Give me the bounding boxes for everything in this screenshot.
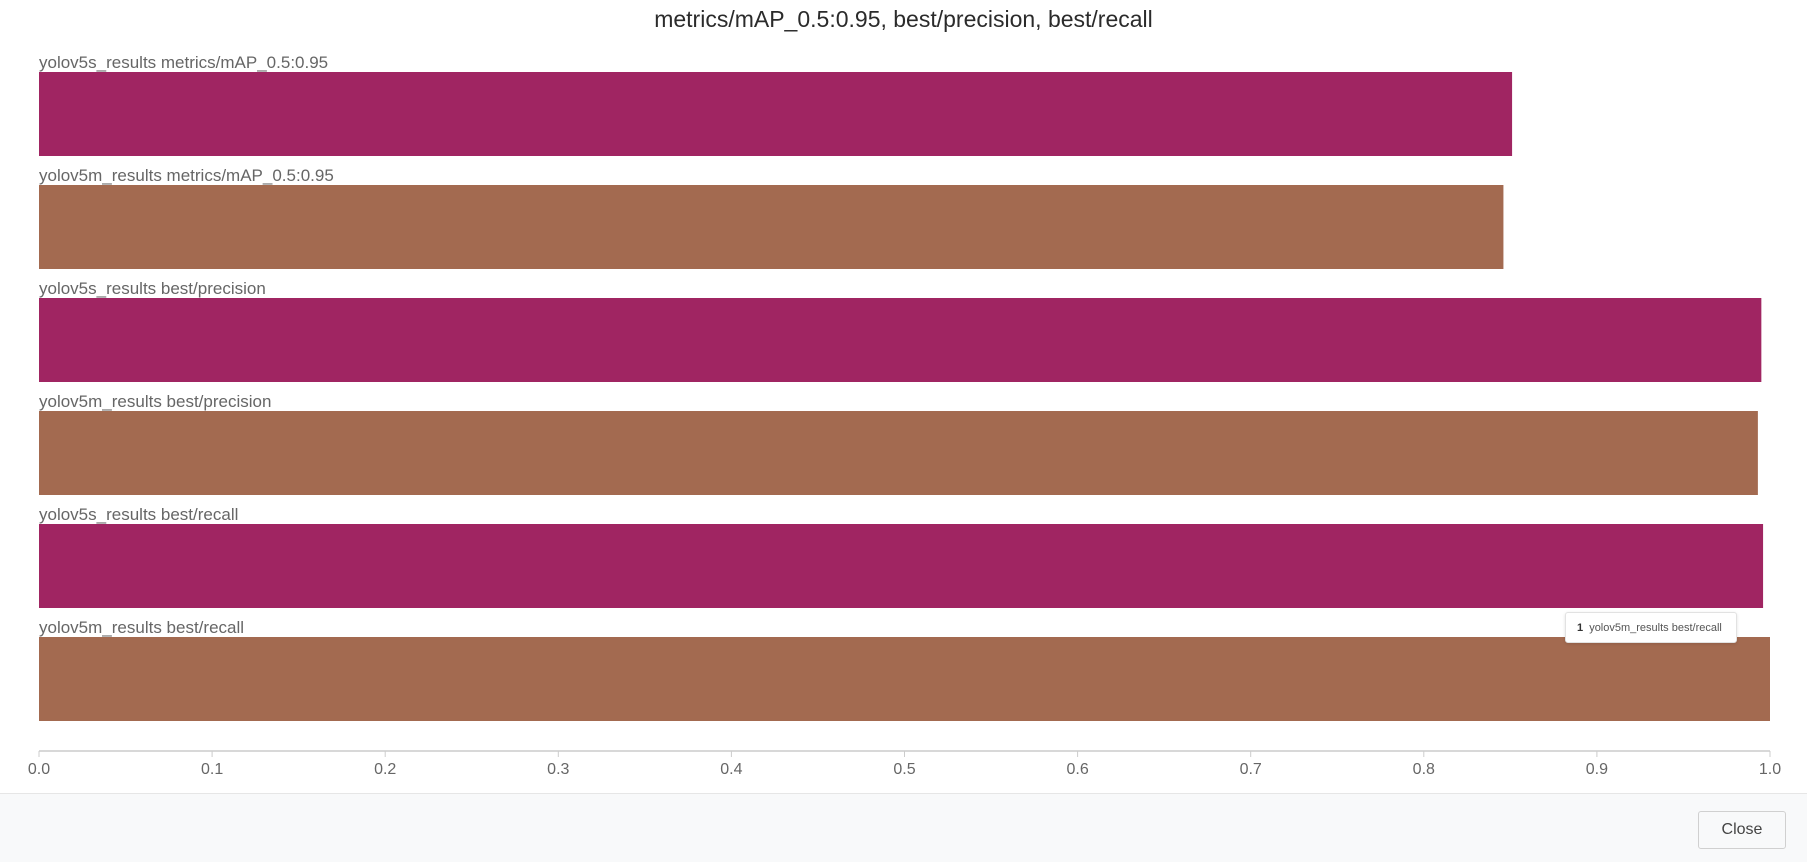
bar-label: yolov5s_results best/precision xyxy=(39,279,266,298)
bar-label: yolov5m_results metrics/mAP_0.5:0.95 xyxy=(39,166,334,185)
x-tick-label: 0.9 xyxy=(1586,761,1608,778)
chart-title: metrics/mAP_0.5:0.95, best/precision, be… xyxy=(654,6,1153,32)
x-tick-label: 0.3 xyxy=(547,761,569,778)
bar[interactable] xyxy=(39,185,1504,269)
bar[interactable] xyxy=(39,524,1764,608)
x-tick-label: 0.1 xyxy=(201,761,223,778)
x-tick-label: 0.8 xyxy=(1413,761,1435,778)
x-tick-label: 0.6 xyxy=(1066,761,1088,778)
bar-label: yolov5s_results metrics/mAP_0.5:0.95 xyxy=(39,53,328,72)
chart-panel: metrics/mAP_0.5:0.95, best/precision, be… xyxy=(27,6,1782,778)
bar-label: yolov5m_results best/precision xyxy=(39,392,271,411)
bar[interactable] xyxy=(39,298,1762,382)
x-tick-label: 0.7 xyxy=(1240,761,1262,778)
bar[interactable] xyxy=(39,411,1758,495)
tooltip-index: 1 xyxy=(1577,622,1584,634)
tooltip-label: yolov5m_results best/recall xyxy=(1589,622,1722,634)
bar-label: yolov5s_results best/recall xyxy=(39,505,238,524)
hover-tooltip: 1 yolov5m_results best/recall xyxy=(1565,612,1737,643)
x-tick-label: 0.5 xyxy=(893,761,915,778)
x-tick-label: 0.0 xyxy=(28,761,50,778)
x-tick-label: 1.0 xyxy=(1759,761,1781,778)
dialog-footer: Close xyxy=(0,793,1807,862)
bar[interactable] xyxy=(39,72,1513,156)
x-tick-label: 0.2 xyxy=(374,761,396,778)
bar-label: yolov5m_results best/recall xyxy=(39,618,244,637)
bar-chart: yolov5s_results metrics/mAP_0.5:0.95yolo… xyxy=(28,53,1781,778)
bar[interactable] xyxy=(39,637,1770,721)
x-tick-label: 0.4 xyxy=(720,761,742,778)
close-button[interactable]: Close xyxy=(1698,811,1786,849)
